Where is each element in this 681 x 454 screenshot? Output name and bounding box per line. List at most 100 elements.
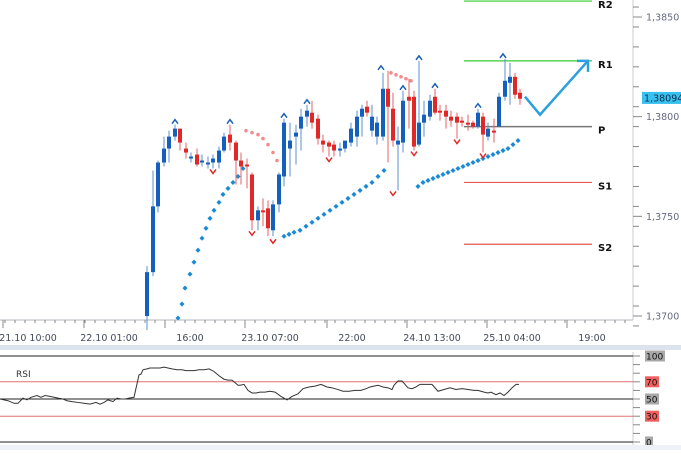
price-tick-label: 1,3750 <box>646 212 679 223</box>
candle <box>250 174 254 221</box>
candle <box>299 116 303 129</box>
candle <box>316 118 320 139</box>
candle <box>200 160 204 163</box>
candle <box>294 132 298 137</box>
parabolic-sar <box>175 71 521 321</box>
candle <box>282 122 286 177</box>
fractal-down-icon <box>269 238 277 245</box>
candle <box>391 108 395 141</box>
candle <box>355 116 359 137</box>
candle <box>266 208 270 229</box>
price-tick-label: 1,3800 <box>646 112 679 123</box>
time-axis-ticks <box>2 320 626 328</box>
panel-splitter[interactable] <box>0 345 681 350</box>
candle <box>178 128 182 143</box>
candle <box>417 122 421 145</box>
time-axis[interactable]: 21.10 10:00 22.10 01:00 16:00 23.10 07:00 22… <box>0 333 606 344</box>
candle <box>156 162 160 207</box>
fractal-up-icon <box>431 82 439 89</box>
candlesticks <box>145 58 522 330</box>
candle <box>151 206 155 273</box>
candle <box>508 76 512 83</box>
candle <box>310 112 314 123</box>
candle <box>360 108 364 117</box>
candle <box>449 116 453 121</box>
pivot-levels: R2 R1 P S1 S2 <box>464 0 613 254</box>
candle <box>466 122 470 125</box>
price-axis[interactable]: 1,3850 1,3800 1,3750 1,3700 <box>633 6 679 327</box>
candle <box>433 96 437 113</box>
candle <box>271 204 275 231</box>
time-label: 22:00 <box>338 333 365 344</box>
candle <box>497 96 501 127</box>
fractal-up-icon <box>280 112 288 119</box>
price-tick-label: 1,3700 <box>646 312 679 323</box>
candle <box>370 116 374 131</box>
time-label: 23.10 07:00 <box>241 333 299 344</box>
pivot-label-s1: S1 <box>598 181 612 192</box>
svg-text:1,38094: 1,38094 <box>644 93 681 104</box>
price-panel[interactable] <box>0 0 633 318</box>
rsi-tick-label: 30 <box>646 413 658 423</box>
candle <box>455 116 459 123</box>
fractal-down-icon <box>325 157 333 163</box>
time-label: 22.10 01:00 <box>80 333 138 344</box>
candle <box>444 110 448 117</box>
fractal-down-icon <box>248 230 256 237</box>
candle <box>228 134 232 143</box>
fractal-down-icon <box>410 151 418 157</box>
candle <box>332 144 336 151</box>
fractal-up-icon <box>377 64 385 71</box>
candle <box>277 174 281 205</box>
arrow-head-icon <box>577 59 590 72</box>
candle <box>518 92 522 99</box>
candle <box>217 150 221 163</box>
candle <box>167 136 171 149</box>
pivot-label-p: P <box>598 126 605 137</box>
forecast-arrow <box>524 59 590 117</box>
fractal-up-icon <box>226 118 234 125</box>
bottom-bar <box>0 445 681 450</box>
fractal-down-icon <box>479 153 487 159</box>
candle <box>234 142 238 161</box>
candle <box>492 130 496 133</box>
candle <box>428 100 432 117</box>
candle <box>206 162 210 165</box>
rsi-tick-label: 100 <box>646 353 663 363</box>
fractal-up-icon <box>399 84 407 91</box>
candle <box>211 158 215 163</box>
price-tick-label: 1,3850 <box>646 13 679 24</box>
candle <box>261 210 265 213</box>
candle <box>327 142 331 147</box>
candle <box>365 106 369 113</box>
candle <box>407 96 411 101</box>
candle <box>338 148 342 151</box>
rsi-tick-label: 70 <box>646 378 658 388</box>
candle <box>460 120 464 123</box>
candle <box>245 164 249 167</box>
pivot-label-r1: R1 <box>598 60 613 71</box>
candle <box>486 128 490 137</box>
time-label: 19:00 <box>578 333 605 344</box>
candle <box>305 110 309 117</box>
candle <box>173 128 177 137</box>
time-label: 16:00 <box>176 333 203 344</box>
current-price-marker: 1,38094 <box>642 91 681 104</box>
candle <box>288 140 292 149</box>
candle <box>256 210 260 221</box>
candle <box>343 140 347 149</box>
candle <box>195 154 199 165</box>
candle <box>481 116 485 135</box>
fractal-up-icon <box>474 102 482 109</box>
candle <box>349 128 353 143</box>
candle <box>189 156 193 159</box>
candle <box>145 272 149 316</box>
rsi-axis: 100 70 50 30 0 <box>633 350 665 449</box>
candle <box>412 96 416 147</box>
candle <box>438 110 442 113</box>
candle <box>386 88 390 107</box>
candle <box>321 140 325 145</box>
time-label: 24.10 13:00 <box>403 333 461 344</box>
fractal-down-icon <box>389 190 397 197</box>
